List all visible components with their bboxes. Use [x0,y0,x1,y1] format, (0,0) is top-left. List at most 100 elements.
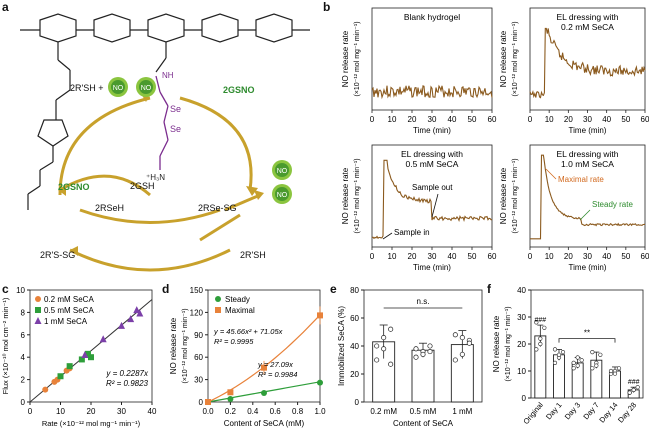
legend-label: 0.2 mM SeCA [44,295,94,304]
trace-subplot-2: 0 10 20 30 40 50 60 Time (min) NO release rate (×… [499,7,649,135]
significance-mark: ### [628,379,640,386]
x-tick-label: 30 [428,252,437,261]
y-tick-label: 30 [517,313,526,322]
data-point [81,350,89,358]
panel-label-b: b [323,0,331,14]
replicate-point [590,349,595,355]
replicate-point [571,360,576,365]
y-tick-label: 0 [355,398,360,407]
x-axis-label: Rate (×10⁻¹² mol mg⁻¹ min⁻¹) [42,419,141,428]
x-tick-label: 1.0 [314,407,326,416]
se-label-1: Se [170,104,181,114]
sample-out-label: Sample out [412,183,453,192]
data-point [205,399,211,405]
data-point [317,379,323,386]
x-tick-label: 1 mM [452,407,472,416]
y-tick-label: 0 [522,394,527,403]
legend-marker [215,307,221,313]
x-tick-label: 50 [621,252,630,261]
gsno-right-label: 2GSNO [223,85,255,95]
data-point [57,373,64,380]
y-axis-label: Flux (×10⁻¹⁰ mol cm⁻² min⁻¹) [1,297,10,394]
y-tick-label: 60 [350,314,359,323]
panel-label-a: a [2,0,9,14]
release-traces: 0 10 20 30 40 50 60 Time (min) NO release rate (×… [341,7,649,272]
gsh-label: 2GSH [130,181,155,191]
replicate-point [538,341,543,347]
replicate-point [374,343,380,349]
legend-marker [215,296,221,302]
x-tick-label: Day 3 [563,401,582,422]
svg-text:NO: NO [113,85,124,92]
x-tick-label: 30 [583,115,592,124]
x-tick-label: 20 [87,407,96,416]
immobilized-seca-chart: 0 20 40 60 80 Immobilized SeCA (%) Content of … [337,286,483,428]
x-tick-label: 40 [602,115,611,124]
replicate-point [459,351,465,357]
nh-label: NH [162,71,174,80]
y-axis-label: NO release rate [492,315,501,372]
y-tick-label: 0 [21,398,26,407]
x-tick-label: 10 [545,252,554,261]
trace-line [530,154,646,240]
x-tick-label: 10 [56,407,65,416]
x-tick-label: 60 [641,115,649,124]
data-point [261,364,267,371]
y-tick-label: 90 [194,331,203,340]
steady-rate-arrow [579,209,591,221]
panel-label-c: c [2,282,9,296]
plot-frame [207,289,321,403]
trace-title: EL dressing with [401,149,463,159]
y-axis-label: NO release rate [499,30,508,87]
catalytic-cycle [58,96,261,272]
significance-mark: ### [534,317,546,324]
significance-label: ** [584,329,590,338]
x-tick-label: Day 14 [597,401,619,425]
replicate-point [452,332,458,338]
replicate-point [556,352,562,357]
trace-title: EL dressing with [556,12,618,22]
x-tick-label: 20 [564,252,573,261]
replicate-point [552,347,558,352]
x-tick-label: Day 28 [616,401,638,425]
x-axis-label: Content of SeCA (mM) [224,419,305,428]
replicate-point [631,387,636,392]
rsh2-label: 2R'SH [240,250,266,260]
sample-out-arrow [431,193,439,218]
rseh-label: 2RSeH [95,203,124,213]
trace-subtitle: 0.5 mM SeCA [406,159,459,169]
no-bubble-1: NO [108,77,128,97]
trace-subtitle: 0.2 mM SeCA [561,22,614,32]
x-tick-label: 0 [370,115,375,124]
data-point [118,321,125,329]
y-tick-label: 10 [517,367,526,376]
replicate-point [590,366,595,371]
no-bubble-2: NO [136,77,156,97]
replicate-point [452,357,458,363]
max-r2: R² = 0.9995 [214,337,254,346]
y-axis-label: NO release rate [341,167,350,224]
x-tick-label: 10 [545,115,554,124]
legend-marker [35,307,41,313]
sample-in-label: Sample in [394,228,430,237]
y-tick-label: 150 [190,286,204,295]
x-tick-label: 10 [388,252,397,261]
x-tick-label: 0.2 mM [370,407,397,416]
x-tick-label: 0 [370,252,375,261]
amine-label: ⁺H₃N [146,173,165,182]
replicate-point [534,347,539,352]
legend-label: Maximal [225,306,255,315]
replicate-point [571,366,576,371]
y-axis-unit: (×10⁻¹² mol mg⁻¹ min⁻¹) [512,158,519,233]
x-axis-label: Time (min) [413,126,451,135]
replicate-point [612,371,618,376]
x-tick-label: 20 [408,115,417,124]
gsno-left-label: 2GSNO [58,182,90,192]
panel-label-d: d [162,282,170,296]
y-tick-label: 40 [517,286,526,295]
max-equation: y = 45.66x² + 71.05x [213,327,283,336]
y-tick-label: 40 [350,342,359,351]
data-point [84,350,91,357]
y-axis-unit: (×10⁻¹² mol mg⁻¹ min⁻¹) [182,308,189,383]
selenium-chain [155,75,169,170]
